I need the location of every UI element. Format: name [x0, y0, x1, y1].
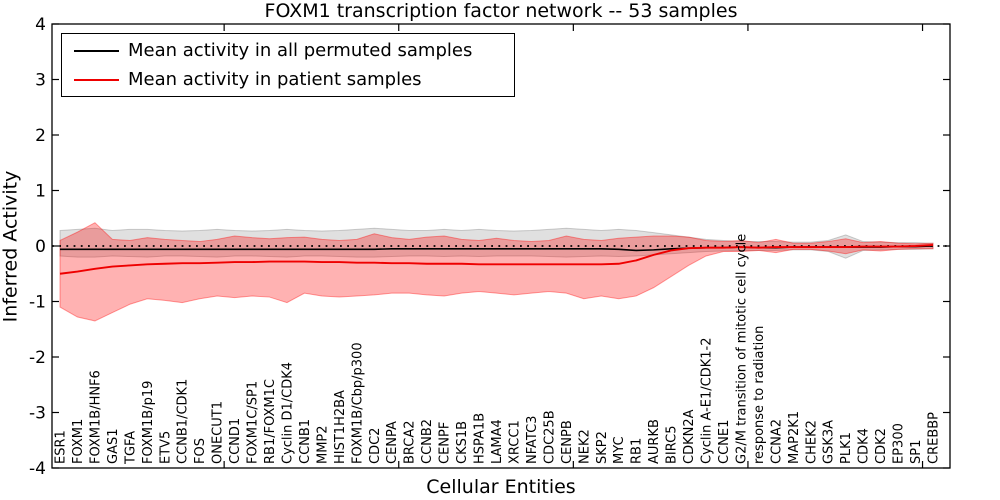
x-tick-label: Cyclin A-E1/CDK1-2 [700, 337, 715, 464]
x-tick-label: RB1/FOXM1C [263, 379, 278, 464]
x-tick-label: FOS [193, 438, 208, 464]
x-tick-label: HIST1H2BA [333, 390, 348, 464]
x-tick-label: AURKB [647, 419, 662, 464]
x-tick-label: SKP2 [595, 431, 610, 464]
x-tick-label: NEK2 [577, 429, 592, 464]
x-tick-label: CENPB [560, 420, 575, 464]
y-tick-label: -4 [29, 459, 46, 479]
legend-line-swatch-red [74, 78, 119, 81]
x-tick-label: CCNB1/CDK1 [176, 379, 191, 464]
x-tick-label: CCNA2 [769, 419, 784, 464]
x-tick-label: CDK2 [874, 428, 889, 464]
x-tick-label: CCNB2 [420, 419, 435, 464]
x-tick-label: CDC2 [368, 428, 383, 464]
axes-box [51, 23, 951, 469]
x-tick-label: CENPA [385, 421, 400, 464]
x-tick-label: CCNE1 [717, 420, 732, 464]
x-tick-label: MMP2 [315, 425, 330, 464]
legend-label-permuted: Mean activity in all permuted samples [128, 40, 473, 61]
x-tick-label: LAMA4 [490, 419, 505, 464]
legend-item-permuted: Mean activity in all permuted samples [62, 36, 514, 65]
x-tick-label: NFATC3 [525, 416, 540, 464]
x-tick-label: ESR1 [54, 430, 69, 464]
chart-title: FOXM1 transcription factor network -- 53… [264, 0, 738, 22]
x-axis-title: Cellular Entities [426, 476, 576, 498]
x-tick-label: CREBBP [927, 412, 942, 464]
legend-label-patient: Mean activity in patient samples [128, 69, 422, 90]
x-tick-label: CDKN2A [682, 409, 697, 464]
x-tick-label: CKS1B [455, 421, 470, 464]
x-tick-label: XRCC1 [507, 420, 522, 464]
x-tick-label: FOXM1 [71, 419, 86, 464]
x-tick-label: HSPA1B [473, 413, 488, 464]
x-tick-label: CDC25B [542, 410, 557, 464]
x-tick-label: Cyclin D1/CDK4 [280, 362, 295, 464]
y-tick-label: -3 [29, 404, 46, 424]
x-tick-label: PLK1 [839, 432, 854, 464]
x-tick-label: FOXM1B/Cbp/p300 [350, 342, 365, 464]
y-tick-label: -1 [29, 293, 46, 313]
x-tick-label: CCNB1 [298, 419, 313, 464]
x-tick-label: CDK4 [857, 428, 872, 464]
x-tick-label: CHEK2 [804, 420, 819, 464]
x-tick-label: BIRC5 [665, 426, 680, 465]
x-tick-label: ETV5 [158, 431, 173, 464]
x-tick-label: GAS1 [106, 429, 121, 465]
x-tick-label: ONECUT1 [211, 401, 226, 464]
x-tick-label: MAP2K1 [787, 411, 802, 464]
y-tick-label: 3 [35, 71, 46, 91]
x-tick-label: CCND1 [228, 418, 243, 464]
y-tick-label: -2 [29, 348, 46, 368]
y-tick-label: 0 [35, 237, 46, 257]
x-tick-label: G2/M transition of mitotic cell cycle [734, 234, 749, 464]
y-tick-label: 1 [35, 182, 46, 202]
legend-item-patient: Mean activity in patient samples [62, 65, 514, 94]
x-tick-label: FOXM1C/SP1 [246, 381, 261, 464]
y-tick-label: 2 [35, 126, 46, 146]
x-tick-label: SP1 [909, 440, 924, 464]
x-tick-label: FOXM1B/p19 [141, 381, 156, 464]
x-tick-label: MYC [612, 436, 627, 464]
legend: Mean activity in all permuted samples Me… [61, 33, 515, 97]
x-tick-label: FOXM1B/HNF6 [88, 370, 103, 464]
y-tick-label: 4 [35, 15, 46, 35]
x-tick-label: CENPF [438, 422, 453, 464]
legend-line-swatch-black [74, 49, 119, 52]
x-tick-label: response to radiation [752, 326, 767, 464]
x-tick-label: EP300 [892, 423, 907, 464]
x-tick-label: BRCA2 [403, 420, 418, 464]
y-axis-title: Inferred Activity [0, 170, 22, 323]
x-tick-label: TGFA [123, 431, 138, 465]
permuted-activity-range-band [59, 227, 934, 259]
x-tick-label: GSK3A [822, 420, 837, 464]
patient-mean-line [59, 243, 934, 275]
x-tick-label: RB1 [630, 438, 645, 464]
